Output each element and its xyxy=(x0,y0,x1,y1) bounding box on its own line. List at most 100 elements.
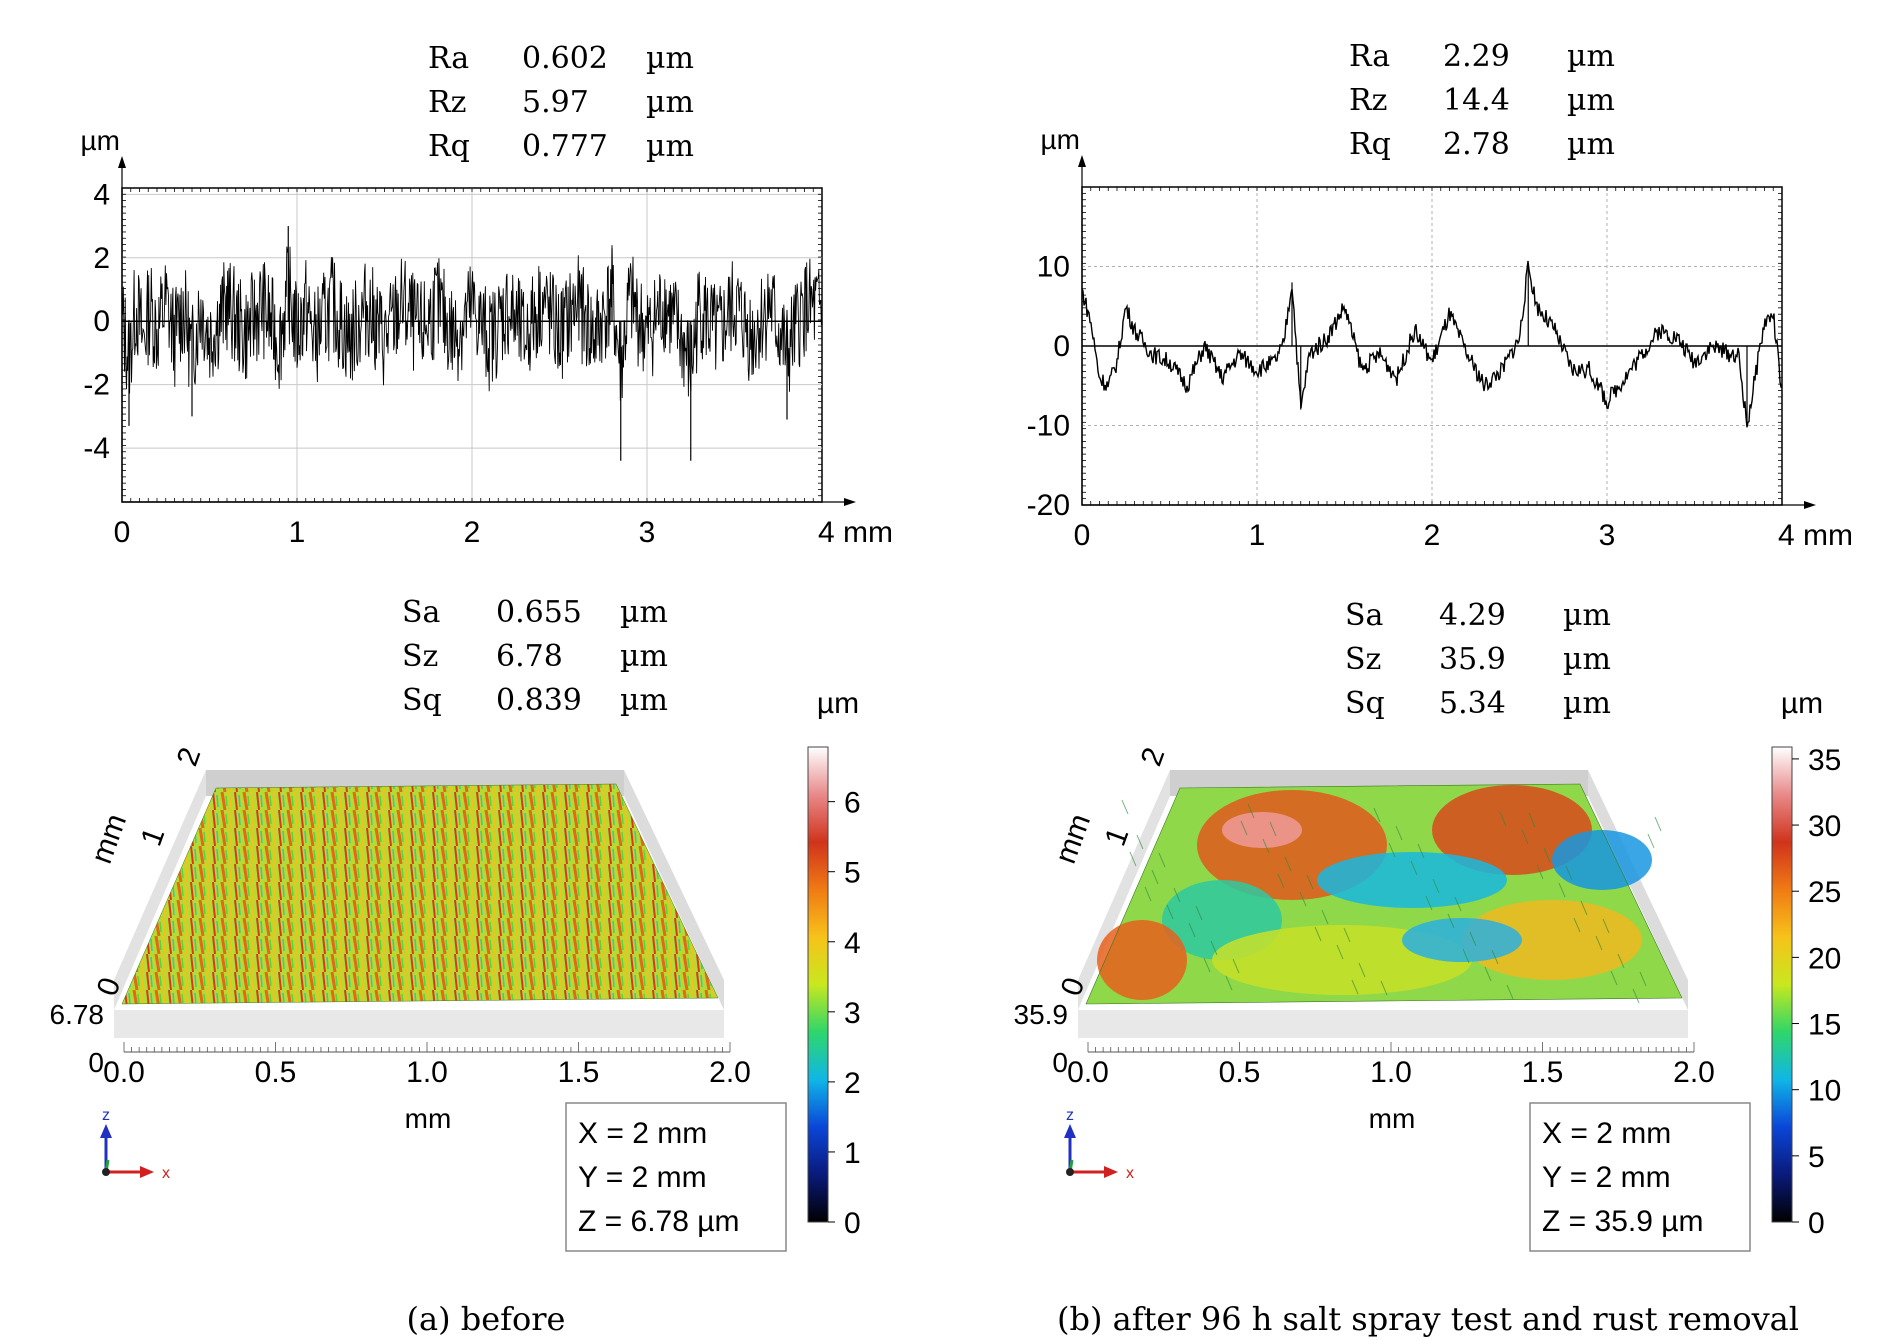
surface-texture xyxy=(1129,851,1137,867)
stat-unit: µm xyxy=(1563,598,1611,633)
surface-plot-a: 0.0 0.5 1.0 1.5 2.0 mm 0 1 2 mm 6.78 0 z x X = 2 mm Y =… xyxy=(50,687,861,1252)
colorbar-tick-label: 10 xyxy=(1808,1075,1841,1108)
surface-texture xyxy=(1417,843,1425,859)
surface-texture xyxy=(1654,816,1662,832)
info-box-line: Y = 2 mm xyxy=(578,1161,707,1194)
info-box xyxy=(1529,1102,1751,1252)
surface-region xyxy=(1552,830,1652,890)
z-tick-label: 0 xyxy=(88,1047,104,1078)
surface-texture xyxy=(1343,927,1351,943)
stat-unit: µm xyxy=(1567,127,1615,162)
surface-texture xyxy=(1499,811,1507,827)
surface-texture xyxy=(1447,913,1455,929)
surface-texture xyxy=(1491,949,1499,965)
stat-name: Sq xyxy=(1345,686,1385,721)
y-axis-title: mm xyxy=(1049,810,1097,868)
surface-region xyxy=(1402,918,1522,962)
x-axis-title: mm xyxy=(1369,1103,1416,1134)
surface-texture xyxy=(1632,988,1640,1004)
surface-texture xyxy=(1336,944,1344,960)
x-axis-arrow xyxy=(1104,1166,1118,1178)
caption-a: (a) before xyxy=(407,1300,566,1338)
surface-texture xyxy=(1358,962,1366,978)
surface-texture xyxy=(1306,874,1314,890)
surface-texture xyxy=(1432,878,1440,894)
base-front xyxy=(1078,1010,1688,1038)
surface-texture xyxy=(1536,864,1544,880)
x-tick-label: 3 xyxy=(1599,519,1616,552)
stat-name: Sa xyxy=(1345,598,1384,633)
colorbar-unit: µm xyxy=(1781,687,1823,720)
surface-texture xyxy=(1395,825,1403,841)
triad-origin xyxy=(1066,1168,1074,1176)
y-tick-label: 1 xyxy=(1099,823,1136,850)
stat-value: 0.655 xyxy=(496,595,582,630)
stat-unit: µm xyxy=(646,41,694,76)
surface-texture xyxy=(1210,940,1218,956)
y-tick-label: -10 xyxy=(1027,410,1070,443)
y-tick-label: -20 xyxy=(1027,489,1070,522)
surface-texture xyxy=(1610,970,1618,986)
surface-region xyxy=(1097,920,1187,1000)
y-tick-label: 2 xyxy=(171,743,208,770)
caption-b: (b) after 96 h salt spray test and rust … xyxy=(1057,1300,1799,1338)
stat-name: Sa xyxy=(402,595,441,630)
colorbar-tick-label: 1 xyxy=(844,1137,861,1170)
x-tick-label: 1.0 xyxy=(1370,1056,1412,1089)
stat-unit: µm xyxy=(620,639,668,674)
surface-texture xyxy=(1373,807,1381,823)
x-tick-label: 1.5 xyxy=(558,1056,600,1089)
stat-value: 0.602 xyxy=(522,41,608,76)
y-tick-label: 2 xyxy=(1135,743,1172,770)
x-tick-label: 0.5 xyxy=(255,1056,297,1089)
y-tick-label: 0 xyxy=(93,305,110,338)
surface-texture xyxy=(1380,980,1388,996)
stat-name: Rz xyxy=(428,85,466,120)
colorbar-tick-label: 5 xyxy=(1808,1141,1825,1174)
stat-unit: µm xyxy=(620,595,668,630)
surface-texture xyxy=(1639,971,1647,987)
side-wall xyxy=(624,770,724,1010)
y-tick-label: 4 xyxy=(93,178,110,211)
colorbar xyxy=(1771,746,1793,1223)
info-box-line: Z = 6.78 µm xyxy=(578,1205,740,1238)
x-tick-label: 2 xyxy=(464,516,481,549)
surface-region xyxy=(1222,812,1302,848)
info-box xyxy=(565,1102,787,1252)
stat-value: 0.839 xyxy=(496,683,582,718)
info-box-line: Z = 35.9 µm xyxy=(1542,1205,1704,1238)
surface-texture xyxy=(1617,953,1625,969)
surface-texture xyxy=(1158,852,1166,868)
colorbar-tick-label: 20 xyxy=(1808,942,1841,975)
triad-x-label: x xyxy=(1126,1165,1134,1182)
stat-value: 35.9 xyxy=(1439,642,1506,677)
z-axis-arrow xyxy=(100,1124,112,1138)
stat-unit: µm xyxy=(1563,642,1611,677)
profile-line xyxy=(121,245,823,401)
surface-texture xyxy=(1425,895,1433,911)
surface-texture xyxy=(1203,957,1211,973)
surface-texture xyxy=(1521,829,1529,845)
stat-value: 5.34 xyxy=(1439,686,1506,721)
x-tick-label: 0.0 xyxy=(103,1056,145,1089)
x-tick-label: 1.0 xyxy=(406,1056,448,1089)
x-tick-label: 4 mm xyxy=(818,516,893,549)
profile-line xyxy=(1081,260,1783,428)
x-tick-label: 0 xyxy=(1074,519,1091,552)
stat-unit: µm xyxy=(1567,83,1615,118)
y-tick-label: 0 xyxy=(1053,330,1070,363)
colorbar-tick-label: 0 xyxy=(1808,1207,1825,1240)
z-tick-label: 0 xyxy=(1052,1047,1068,1078)
z-tick-label: 35.9 xyxy=(1014,999,1069,1030)
height-surface xyxy=(121,783,719,1005)
stat-value: 2.78 xyxy=(1443,127,1510,162)
surface-texture xyxy=(1299,891,1307,907)
colorbar xyxy=(807,746,829,1223)
colorbar-tick-label: 3 xyxy=(844,997,861,1030)
colorbar-tick-label: 25 xyxy=(1808,876,1841,909)
y-unit-label: µm xyxy=(1041,124,1080,155)
y-axis-title: mm xyxy=(85,810,133,868)
surface-texture xyxy=(1602,918,1610,934)
y-tick-label: 10 xyxy=(1037,251,1070,284)
surface-texture xyxy=(1469,931,1477,947)
